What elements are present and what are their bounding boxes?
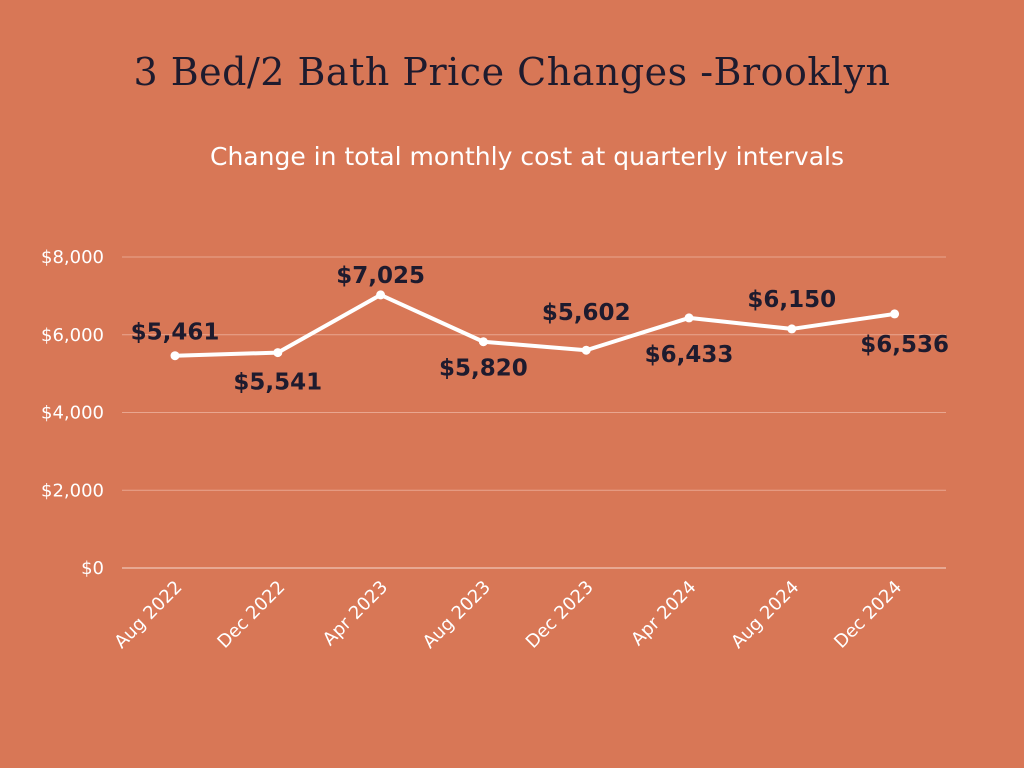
y-tick-label: $2,000 bbox=[41, 480, 104, 501]
y-tick-label: $6,000 bbox=[41, 325, 104, 346]
data-label: $5,541 bbox=[233, 370, 322, 396]
y-tick-label: $4,000 bbox=[41, 403, 104, 424]
chart-title: 3 Bed/2 Bath Price Changes -Brooklyn bbox=[133, 50, 891, 94]
x-tick-label: Aug 2023 bbox=[419, 577, 495, 653]
x-tick-label: Apr 2023 bbox=[319, 577, 392, 650]
data-point bbox=[890, 309, 900, 319]
data-label: $5,602 bbox=[542, 300, 631, 326]
data-point bbox=[273, 348, 283, 358]
gridlines bbox=[122, 256, 946, 569]
data-point bbox=[376, 290, 386, 300]
x-axis-ticks: Aug 2022 Dec 2022 Apr 2023 Aug 2023 Dec 2023… bbox=[110, 577, 906, 653]
series-points bbox=[170, 290, 900, 361]
data-label: $7,025 bbox=[336, 263, 425, 289]
data-point bbox=[581, 345, 591, 355]
chart-subtitle: Change in total monthly cost at quarterl… bbox=[209, 142, 845, 171]
data-point bbox=[787, 324, 797, 334]
data-labels: $5,461 $5,541 $7,025 $5,820 $5,602 $6,433 $6,1… bbox=[131, 263, 949, 396]
series-line bbox=[173, 292, 897, 358]
data-label: $5,461 bbox=[131, 320, 220, 346]
data-point bbox=[170, 351, 180, 361]
y-tick-label: $8,000 bbox=[41, 247, 104, 268]
data-point bbox=[684, 313, 694, 323]
x-tick-label: Apr 2024 bbox=[627, 577, 700, 650]
data-label: $6,536 bbox=[860, 332, 949, 358]
x-tick-label: Aug 2022 bbox=[110, 577, 186, 653]
x-tick-label: Dec 2024 bbox=[830, 577, 906, 653]
data-label: $6,433 bbox=[645, 342, 734, 368]
data-label: $6,150 bbox=[747, 287, 836, 313]
y-tick-label: $0 bbox=[81, 558, 104, 579]
data-point bbox=[478, 337, 488, 347]
y-axis-ticks: $0 $2,000 $4,000 $6,000 $8,000 bbox=[41, 247, 104, 579]
x-tick-label: Dec 2023 bbox=[522, 577, 598, 653]
x-tick-label: Aug 2024 bbox=[727, 577, 803, 653]
series-lines bbox=[173, 292, 897, 358]
x-tick-label: Dec 2022 bbox=[213, 577, 289, 653]
data-label: $5,820 bbox=[439, 356, 528, 382]
